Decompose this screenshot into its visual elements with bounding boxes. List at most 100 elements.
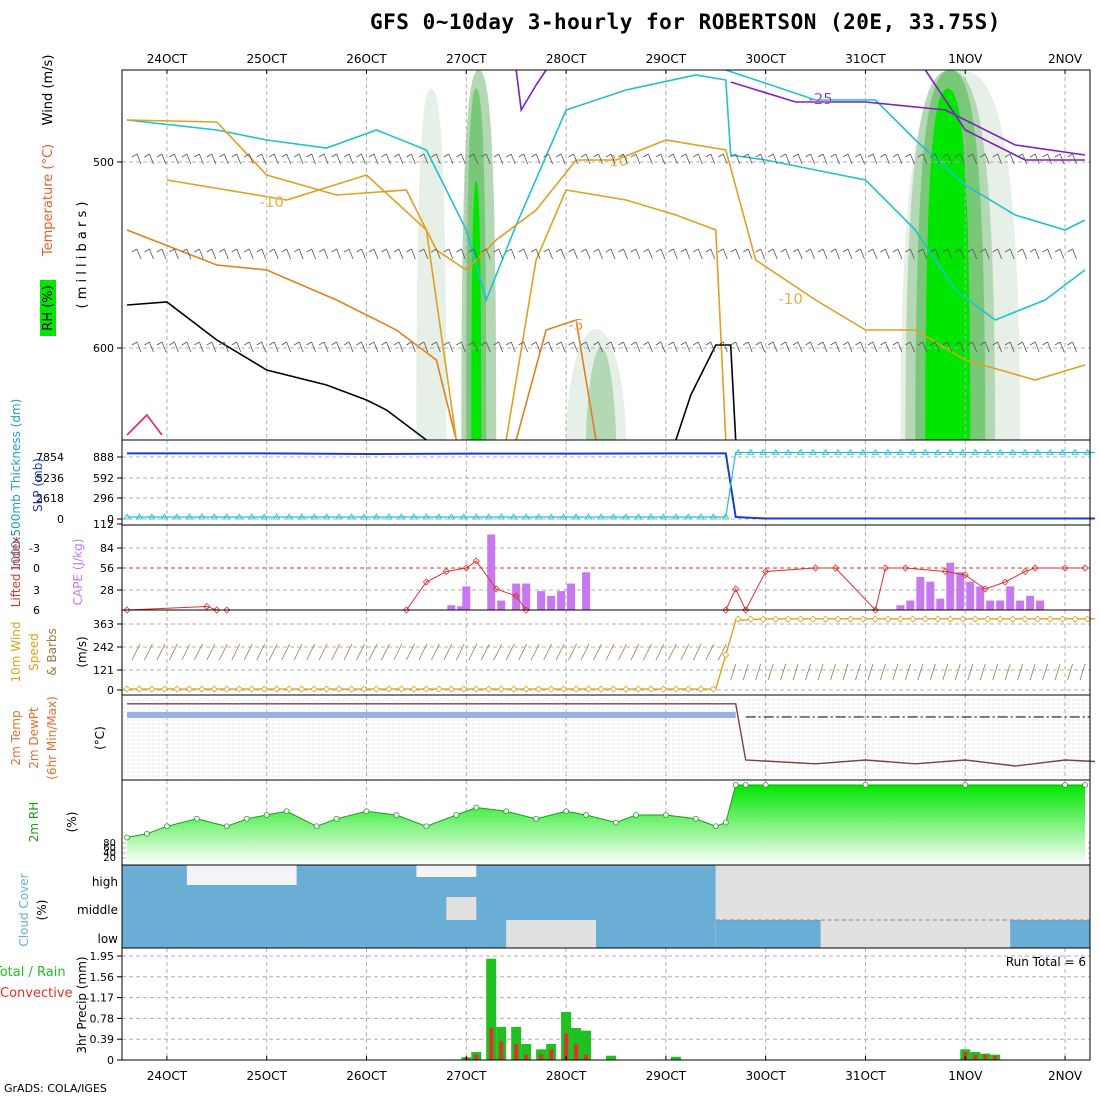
thickness-marker — [597, 513, 605, 520]
wind-speed-marker — [572, 685, 580, 693]
wind-barb-mark — [967, 153, 978, 165]
wind-speed-marker — [821, 615, 830, 623]
thickness-marker — [285, 513, 293, 520]
wind-barb-mark — [244, 248, 254, 260]
wind-speed-marker — [310, 685, 318, 693]
wind-barb-mark — [955, 153, 965, 165]
wind-barb-mark — [693, 341, 703, 353]
wind-barb-mark — [493, 341, 504, 353]
wind-speed-marker — [535, 685, 543, 693]
wind-barb-mark — [693, 153, 703, 165]
wind-barb-mark — [530, 341, 541, 353]
thickness-tick-label: 7854 — [36, 451, 64, 464]
thickness-marker — [422, 513, 431, 520]
wind-barb-mark — [493, 248, 504, 260]
wind-barb-mark — [718, 248, 728, 260]
axis-label-wind-units: (m/s) — [75, 636, 89, 667]
slp-tick-label: 112 — [93, 518, 114, 531]
cape-bar — [567, 583, 576, 610]
wind-barb-mark — [730, 663, 737, 681]
rh2m-marker — [613, 819, 619, 826]
wind-barb-mark — [680, 248, 691, 260]
wind-barb-mark — [281, 153, 292, 165]
wind-barb-mark — [306, 341, 316, 353]
cape-bar — [946, 562, 955, 610]
wind-speed-marker — [734, 615, 742, 623]
wind-barb-mark — [393, 341, 404, 353]
wind-speed-marker — [959, 615, 967, 623]
wind-barb-mark — [1054, 341, 1065, 353]
wind-barb-mark — [618, 248, 628, 260]
rh2m-marker — [762, 782, 769, 788]
wind-barb-mark — [368, 248, 379, 260]
wind-barb-mark — [555, 153, 566, 165]
thickness-marker — [472, 513, 480, 520]
wind-barb-mark — [468, 248, 479, 260]
cloud-level-low: low — [98, 932, 119, 946]
wind-barb-mark — [730, 153, 741, 165]
wind-barb-mark — [605, 153, 616, 165]
wind-barb-mark — [393, 643, 403, 661]
wind-barb-mark — [792, 663, 799, 681]
wind-speed-marker — [522, 685, 530, 693]
wind-barb-mark — [431, 643, 440, 661]
wind-barb-mark — [830, 341, 840, 353]
wind-barb-mark — [967, 663, 974, 681]
precip-convective-bar — [549, 1049, 554, 1060]
wind-barb-mark — [942, 153, 953, 165]
rh2m-marker — [1082, 782, 1088, 788]
axis-label-minmax: (6hr Min/Max) — [45, 696, 59, 780]
wind-barb-mark — [281, 248, 292, 260]
wind-barb-mark — [406, 153, 416, 165]
wind-barb-mark — [680, 643, 690, 661]
cape-bar — [537, 591, 546, 610]
wind-barb-mark — [580, 341, 591, 353]
wind-barb-mark — [293, 643, 303, 661]
precip-total-bar — [511, 1026, 522, 1060]
wind-barb-mark — [418, 248, 429, 260]
cape-bar — [487, 534, 496, 610]
wind-speed-marker — [1071, 615, 1079, 623]
wind-barb-mark — [318, 248, 329, 260]
wind-barb-mark — [842, 663, 849, 681]
axis-label-convective: Convective — [0, 986, 73, 1001]
wind-barb-mark — [643, 341, 653, 353]
wind-barb-mark — [905, 153, 915, 165]
wind-speed-marker — [659, 685, 667, 693]
wind-speed-marker — [422, 685, 430, 693]
wind-barb-mark — [218, 643, 228, 661]
rh2m-marker — [1062, 782, 1068, 788]
wind-barb-mark — [568, 248, 578, 260]
wind-barb-mark — [1042, 663, 1048, 681]
wind-barb-mark — [505, 643, 515, 661]
thickness-marker — [460, 513, 468, 520]
rh2m-marker — [313, 823, 320, 830]
thickness-marker — [884, 448, 892, 455]
wind-barb-mark — [780, 341, 791, 353]
precip-tick-label: 0 — [107, 1054, 114, 1067]
top-date-label: 2NOV — [1048, 52, 1083, 66]
thickness-marker — [771, 448, 780, 455]
wind-barb-mark — [268, 341, 279, 353]
wind-speed-marker — [1046, 615, 1054, 623]
cape-bar — [956, 572, 965, 610]
wind-barb-mark — [206, 341, 217, 353]
cape-tick-label: 28 — [100, 584, 114, 597]
wind-speed-marker — [622, 685, 630, 693]
thickness-marker — [722, 513, 730, 520]
wind-barb-mark — [680, 341, 691, 353]
thickness-marker — [322, 513, 331, 520]
wind-barb-mark — [792, 153, 803, 165]
thickness-marker — [946, 448, 954, 455]
wind-barb-mark — [343, 153, 354, 165]
lifted-index-marker — [812, 564, 820, 572]
wind-barb-mark — [131, 341, 142, 353]
cape-bar — [1016, 600, 1025, 610]
thickness-marker — [135, 513, 144, 520]
rh2m-marker — [712, 823, 719, 830]
thickness-marker — [809, 448, 817, 455]
thickness-marker — [996, 448, 1004, 455]
wind-barb-mark — [942, 663, 949, 681]
wind-barb-mark — [169, 248, 179, 260]
wind-barb-mark — [755, 663, 762, 681]
